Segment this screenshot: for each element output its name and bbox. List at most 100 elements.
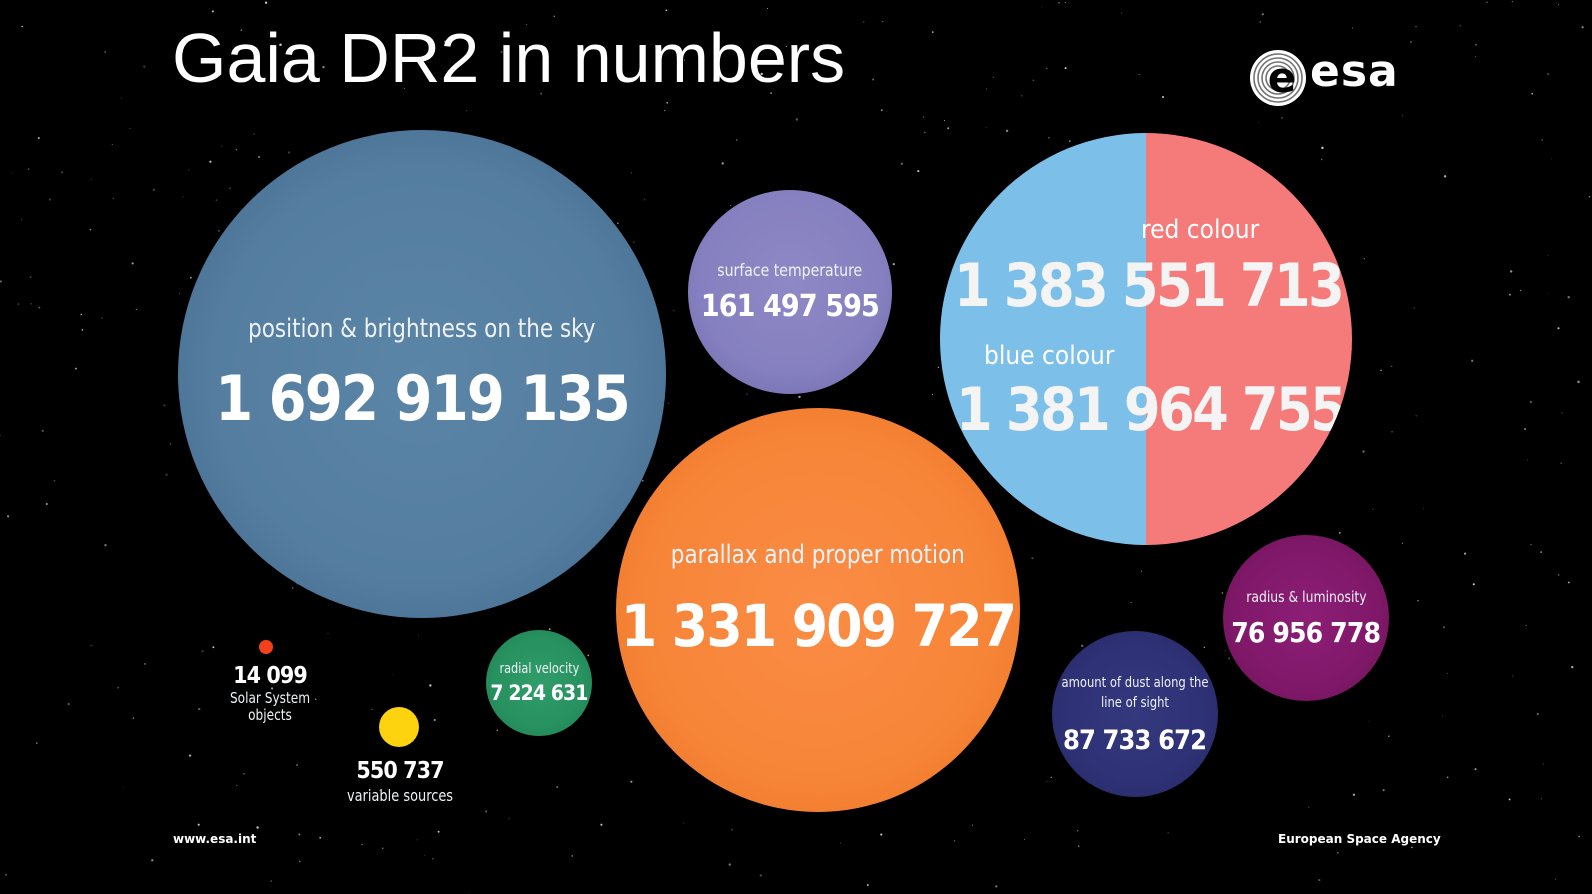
star [37,137,40,140]
star [1527,459,1528,461]
star [101,317,103,319]
star [943,119,946,122]
star [1417,600,1419,602]
star [291,703,293,704]
star [361,843,363,846]
star [1472,583,1475,586]
star [0,434,2,437]
star [256,826,259,829]
star [1130,602,1132,603]
star [1409,41,1412,44]
star [721,162,724,165]
star [995,885,998,888]
star [1050,776,1052,779]
star [211,10,214,13]
star [1221,592,1224,594]
star [1423,507,1424,509]
star [7,515,10,518]
star [188,169,190,171]
star [1588,195,1591,198]
star [1224,650,1226,652]
star [1415,25,1417,28]
star [269,710,272,713]
star [1140,570,1143,573]
star [112,197,114,199]
star [217,229,220,232]
velocity-label: radial velocity [499,661,579,677]
star [1531,92,1534,95]
star [985,88,987,90]
star [1474,55,1476,57]
star [382,847,384,849]
star [30,303,32,305]
star [465,109,467,112]
star [866,884,869,886]
star [663,109,666,112]
star [673,310,675,312]
star [89,228,92,231]
esa-logo-text: esa [1310,46,1399,97]
star [1308,806,1310,808]
star [1258,121,1260,123]
star [135,309,137,311]
star [795,118,799,121]
star [1547,254,1549,256]
star [992,76,995,78]
star [1578,835,1580,838]
star [67,702,70,706]
star [496,729,499,732]
star [53,479,56,482]
star [197,823,200,826]
star [90,645,92,647]
star [508,818,510,820]
star [151,859,154,862]
star [604,80,607,82]
surface-temperature-bubble: surface temperature 161 497 595 [688,190,892,394]
star [468,892,470,894]
solar-system-label-line2: objects [248,706,292,724]
star [746,393,748,395]
blue-colour-value: 1 381 964 755 [956,375,1347,445]
star [418,635,420,636]
star [1138,73,1140,75]
star [27,168,30,170]
red-colour-value: 1 383 551 713 [954,251,1345,321]
velocity-value: 7 224 631 [490,681,588,705]
star [279,43,282,47]
star [131,262,134,265]
star [268,32,269,34]
esa-logo: e esa [1248,46,1418,110]
star [424,854,426,856]
star [90,178,92,180]
star [433,718,436,722]
star [1401,542,1403,544]
star [759,874,763,877]
star [21,25,23,28]
star [371,709,373,711]
star [1540,798,1542,800]
star [5,873,7,876]
star [1259,21,1262,23]
star [1486,1,1488,3]
star [900,162,904,165]
page-title: Gaia DR2 in numbers [172,19,846,97]
footer-agency: European Space Agency [1278,832,1441,846]
star [1338,532,1341,534]
star [1554,878,1557,881]
star [1511,0,1514,3]
star [45,502,48,506]
radius-label: radius & luminosity [1245,587,1367,606]
star [104,544,107,547]
star [863,21,865,23]
star [1380,369,1382,372]
star [165,473,168,476]
star [104,51,106,53]
star [1551,158,1553,160]
star [1058,1,1060,4]
star [730,828,733,831]
parallax-value: 1 331 909 727 [620,592,1017,660]
star [1474,768,1477,771]
star [630,172,633,174]
radius-value: 76 956 778 [1231,615,1382,649]
